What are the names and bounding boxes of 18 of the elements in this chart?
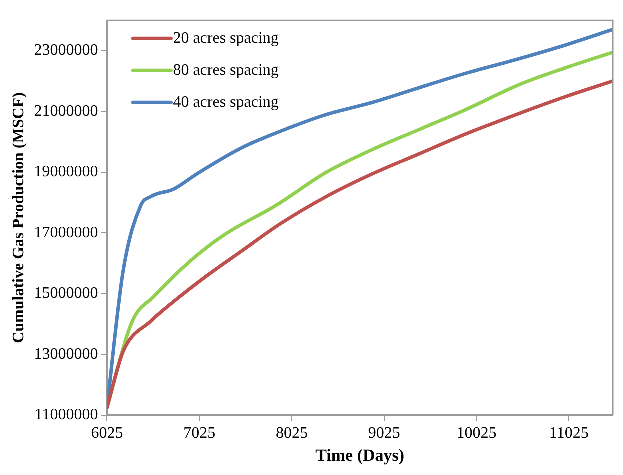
y-tick-label: 15000000 — [34, 285, 98, 302]
x-axis-title: Time (Days) — [316, 446, 405, 466]
x-tick-label: 7025 — [184, 425, 216, 442]
x-tick-label: 10025 — [456, 425, 497, 442]
legend-label: 40 acres spacing — [173, 94, 279, 111]
x-tick-label: 6025 — [91, 425, 124, 442]
y-tick-label: 21000000 — [34, 102, 98, 120]
y-tick-label: 11000000 — [34, 406, 98, 424]
y-tick-label: 19000000 — [34, 164, 98, 181]
x-tick-label: 8025 — [276, 425, 308, 442]
legend-label: 20 acres spacing — [173, 30, 279, 47]
y-axis-title: Cumulative Gas Production (MSCF) — [10, 92, 28, 344]
y-tick-label: 13000000 — [34, 346, 98, 363]
y-tick-label: 17000000 — [34, 224, 98, 242]
legend-label: 80 acres spacing — [173, 62, 279, 79]
y-tick-label: 23000000 — [34, 42, 98, 60]
x-tick-label: 11025 — [549, 425, 589, 442]
x-tick-label: 9025 — [368, 425, 400, 442]
